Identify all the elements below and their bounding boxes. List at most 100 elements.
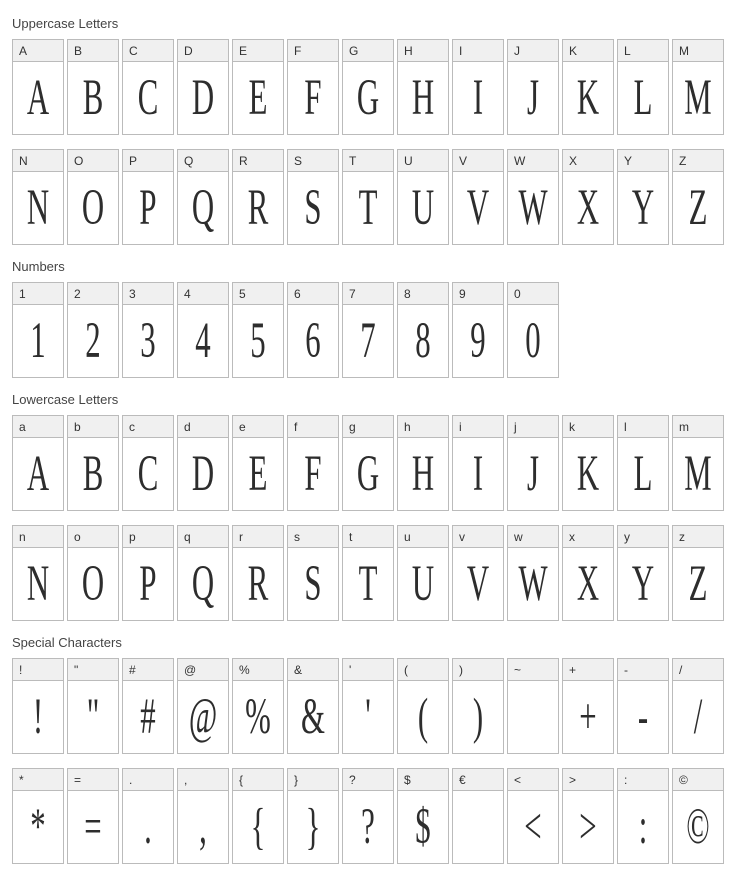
char-cell[interactable]: fF [287, 415, 339, 511]
char-cell[interactable]: UU [397, 149, 449, 245]
char-cell[interactable]: II [452, 39, 504, 135]
char-cell[interactable]: JJ [507, 39, 559, 135]
char-glyph: B [76, 57, 111, 140]
char-cell[interactable]: wW [507, 525, 559, 621]
char-cell[interactable]: OO [67, 149, 119, 245]
char-cell[interactable]: ~ [507, 658, 559, 754]
char-cell[interactable]: {{ [232, 768, 284, 864]
char-cell[interactable]: ,, [177, 768, 229, 864]
char-cell[interactable]: MM [672, 39, 724, 135]
char-cell[interactable]: jJ [507, 415, 559, 511]
char-cell[interactable]: oO [67, 525, 119, 621]
char-row: nNoOpPqQrRsStTuUvVwWxXyYzZ [12, 525, 736, 621]
char-cell[interactable]: xX [562, 525, 614, 621]
char-cell[interactable]: PP [122, 149, 174, 245]
char-cell[interactable]: NN [12, 149, 64, 245]
char-glyph [461, 786, 496, 869]
char-cell[interactable]: yY [617, 525, 669, 621]
char-cell[interactable]: -- [617, 658, 669, 754]
char-glyph: * [21, 786, 56, 869]
char-cell[interactable]: EE [232, 39, 284, 135]
char-cell[interactable]: == [67, 768, 119, 864]
char-cell[interactable]: << [507, 768, 559, 864]
char-cell[interactable]: qQ [177, 525, 229, 621]
char-cell[interactable]: 33 [122, 282, 174, 378]
char-cell[interactable]: }} [287, 768, 339, 864]
char-cell[interactable]: VV [452, 149, 504, 245]
char-glyph: { [241, 786, 276, 869]
char-cell[interactable]: mM [672, 415, 724, 511]
char-cell[interactable]: HH [397, 39, 449, 135]
char-cell[interactable]: YY [617, 149, 669, 245]
char-cell[interactable]: 66 [287, 282, 339, 378]
char-cell[interactable]: :: [617, 768, 669, 864]
char-cell[interactable]: 44 [177, 282, 229, 378]
char-cell[interactable]: pP [122, 525, 174, 621]
char-cell[interactable]: LL [617, 39, 669, 135]
char-glyph: X [571, 543, 606, 626]
char-glyph: N [21, 543, 56, 626]
char-cell[interactable]: RR [232, 149, 284, 245]
char-cell[interactable]: 99 [452, 282, 504, 378]
char-cell[interactable]: bB [67, 415, 119, 511]
char-cell[interactable]: ## [122, 658, 174, 754]
char-glyph: = [76, 786, 111, 869]
char-cell[interactable]: gG [342, 415, 394, 511]
char-cell[interactable]: BB [67, 39, 119, 135]
char-cell[interactable]: ++ [562, 658, 614, 754]
char-cell[interactable]: !! [12, 658, 64, 754]
char-cell[interactable]: hH [397, 415, 449, 511]
char-cell[interactable]: ** [12, 768, 64, 864]
char-cell[interactable]: .. [122, 768, 174, 864]
char-cell[interactable]: $$ [397, 768, 449, 864]
char-cell[interactable]: 55 [232, 282, 284, 378]
char-cell[interactable]: eE [232, 415, 284, 511]
char-cell[interactable]: sS [287, 525, 339, 621]
char-cell[interactable]: "" [67, 658, 119, 754]
char-cell[interactable]: vV [452, 525, 504, 621]
char-cell[interactable]: QQ [177, 149, 229, 245]
char-cell[interactable]: %% [232, 658, 284, 754]
char-cell[interactable]: // [672, 658, 724, 754]
char-cell[interactable]: 88 [397, 282, 449, 378]
char-cell[interactable]: 22 [67, 282, 119, 378]
char-cell[interactable]: @@ [177, 658, 229, 754]
char-cell[interactable]: uU [397, 525, 449, 621]
char-cell[interactable]: 11 [12, 282, 64, 378]
char-cell[interactable]: FF [287, 39, 339, 135]
char-glyph: S [296, 543, 331, 626]
char-cell[interactable]: rR [232, 525, 284, 621]
char-cell[interactable]: 77 [342, 282, 394, 378]
char-cell[interactable]: AA [12, 39, 64, 135]
char-cell[interactable]: (( [397, 658, 449, 754]
char-cell[interactable]: ZZ [672, 149, 724, 245]
char-cell[interactable]: WW [507, 149, 559, 245]
char-cell[interactable]: ?? [342, 768, 394, 864]
char-cell[interactable]: SS [287, 149, 339, 245]
char-cell[interactable]: TT [342, 149, 394, 245]
char-cell[interactable]: € [452, 768, 504, 864]
char-cell[interactable]: >> [562, 768, 614, 864]
char-cell[interactable]: tT [342, 525, 394, 621]
char-cell[interactable]: DD [177, 39, 229, 135]
char-cell[interactable]: cC [122, 415, 174, 511]
char-cell[interactable]: 00 [507, 282, 559, 378]
char-cell[interactable]: )) [452, 658, 504, 754]
char-cell[interactable]: aA [12, 415, 64, 511]
char-cell[interactable]: CC [122, 39, 174, 135]
char-cell[interactable]: iI [452, 415, 504, 511]
char-row: 11223344556677889900 [12, 282, 736, 378]
char-cell[interactable]: KK [562, 39, 614, 135]
char-cell[interactable]: dD [177, 415, 229, 511]
char-glyph: $ [406, 786, 441, 869]
char-cell[interactable]: kK [562, 415, 614, 511]
char-glyph: ) [461, 676, 496, 759]
char-cell[interactable]: XX [562, 149, 614, 245]
char-cell[interactable]: '' [342, 658, 394, 754]
char-cell[interactable]: GG [342, 39, 394, 135]
char-cell[interactable]: zZ [672, 525, 724, 621]
char-cell[interactable]: nN [12, 525, 64, 621]
char-cell[interactable]: lL [617, 415, 669, 511]
char-cell[interactable]: && [287, 658, 339, 754]
char-cell[interactable]: ©© [672, 768, 724, 864]
